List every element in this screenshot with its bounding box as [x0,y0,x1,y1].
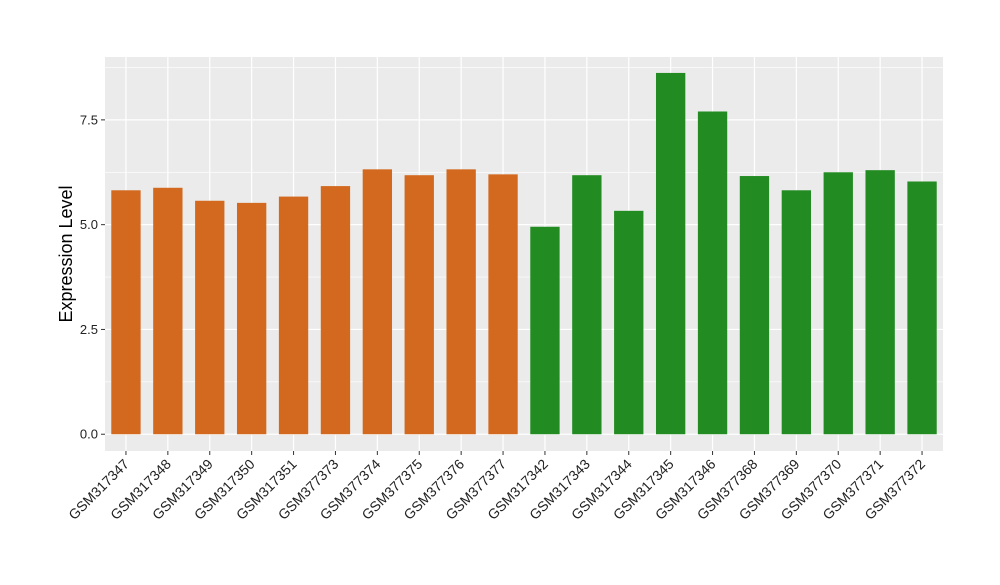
y-tick-label: 5.0 [80,217,98,232]
bar-GSM377369 [781,190,812,435]
bar-GSM377374 [362,169,393,435]
bar-GSM317345 [655,72,686,435]
bar-GSM317347 [111,190,141,435]
bar-GSM377373 [320,186,351,435]
y-axis: 0.0 2.5 5.0 7.5 [80,112,105,442]
y-axis-title: Expression Level [56,185,76,322]
plot-panel [105,57,943,451]
y-tick-label: 7.5 [80,112,98,127]
bar-GSM317350 [236,202,267,435]
bar-GSM317344 [614,210,644,435]
bar-GSM377377 [488,174,518,435]
bar-GSM317343 [572,175,602,435]
bars [111,72,937,435]
y-tick-label: 2.5 [80,322,98,337]
bar-GSM317348 [153,187,183,435]
bar-GSM317346 [697,111,728,435]
bar-GSM377375 [404,175,434,435]
x-axis: GSM317347GSM317348GSM317349GSM317350GSM3… [65,451,928,523]
bar-GSM377371 [865,170,895,435]
bar-GSM317349 [195,200,225,435]
bar-GSM377370 [823,172,853,435]
bar-GSM317342 [530,226,560,435]
bar-GSM377368 [739,176,770,435]
y-tick-label: 0.0 [80,427,98,442]
bar-GSM377376 [446,169,476,435]
bar-GSM317351 [278,196,309,435]
bar-GSM377372 [907,181,937,435]
